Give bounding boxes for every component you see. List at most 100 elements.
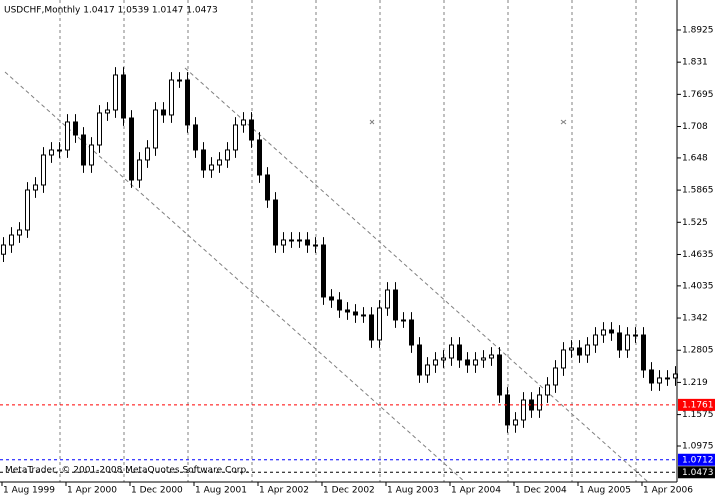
y-tick-label: 1.1575 [682, 410, 714, 420]
candle-body [585, 344, 590, 356]
candle-body [113, 74, 118, 111]
candle-body [473, 359, 478, 366]
y-tick-label: 1.219 [682, 378, 708, 388]
candle-body [121, 74, 126, 119]
candle-body [9, 234, 14, 246]
candle-body [193, 124, 198, 151]
candle-body [329, 296, 334, 301]
x-tick-label: 1 Aug 2001 [195, 486, 247, 496]
candle-body [489, 354, 494, 359]
candle-body [657, 377, 662, 384]
candle-body [169, 79, 174, 116]
candle-body [497, 354, 502, 396]
candle-body [89, 144, 94, 166]
candle-body [41, 154, 46, 186]
price-label: 1.1761 [682, 400, 714, 410]
candle-body [161, 109, 166, 116]
candle-body [361, 314, 366, 317]
candle-body [545, 384, 550, 396]
candle-body [601, 329, 606, 336]
candle-body [505, 394, 510, 426]
y-tick-label: 1.831 [682, 58, 708, 68]
candle-body [513, 419, 518, 426]
candle-body [665, 377, 670, 380]
candle-body [609, 329, 614, 334]
x-tick-label: 1 Dec 2000 [131, 486, 183, 496]
candle-body [49, 149, 54, 156]
candle-body [617, 332, 622, 351]
candle-body [465, 359, 470, 366]
trend-line [184, 67, 649, 483]
candle-body [393, 289, 398, 321]
candle-body [433, 359, 438, 366]
copyright: MetaTrader, © 2001-2008 MetaQuotes Softw… [5, 466, 249, 476]
candle-body [649, 369, 654, 384]
candle-body [153, 109, 158, 149]
candle-body [449, 344, 454, 359]
x-tick-label: 1 Aug 2005 [579, 486, 631, 496]
marker [560, 119, 567, 125]
candle-body [569, 347, 574, 351]
x-tick-label: 1 Dec 2004 [515, 486, 567, 496]
price-label: 1.0473 [682, 468, 714, 478]
candle-body [313, 244, 318, 247]
candles [1, 67, 678, 433]
y-tick-label: 1.2805 [682, 346, 714, 356]
x-tick-label: 1 Dec 2002 [323, 486, 375, 496]
candle-body [65, 121, 70, 151]
candle-body [1, 244, 6, 255]
y-tick-label: 1.4635 [682, 250, 714, 260]
candle-body [209, 164, 214, 171]
candle-body [385, 289, 390, 309]
candle-body [25, 189, 30, 231]
candle-body [137, 159, 142, 181]
candle-body [57, 149, 62, 152]
candle-body [97, 112, 102, 146]
y-tick-label: 1.0975 [682, 441, 714, 451]
y-tick-label: 1.5865 [682, 186, 714, 196]
price-label-box [678, 466, 715, 479]
candle-body [353, 311, 358, 316]
x-tick-label: 1 Aug 1999 [3, 486, 55, 496]
candle-body [241, 119, 246, 126]
y-tick-label: 1.708 [682, 122, 708, 132]
price-label: 1.0712 [682, 455, 714, 465]
candle-body [641, 334, 646, 371]
candle-body [105, 109, 110, 114]
candle-body [409, 319, 414, 346]
candle-body [289, 239, 294, 242]
candle-body [561, 349, 566, 369]
price-label-box [678, 398, 715, 411]
trend-line [4, 71, 466, 483]
candle-body [177, 79, 182, 82]
candle-body [337, 299, 342, 311]
candle-body [145, 147, 150, 161]
y-tick-label: 1.648 [682, 153, 708, 163]
candle-body [297, 239, 302, 242]
candle-body [81, 134, 86, 166]
candle-body [129, 117, 134, 181]
chart-title: USDCHF,Monthly 1.0417 1.0539 1.0147 1.04… [4, 6, 218, 16]
candle-body [321, 244, 326, 298]
candle-body [273, 199, 278, 246]
x-tick-label: 1 Aug 2003 [387, 486, 439, 496]
candle-body [305, 239, 310, 246]
candle-body [233, 124, 238, 151]
candle-body [281, 239, 286, 246]
candle-body [73, 121, 78, 136]
candle-body [265, 174, 270, 201]
candle-body [457, 344, 462, 361]
candle-body [33, 184, 38, 191]
y-tick-label: 1.4035 [682, 281, 714, 291]
candle-body [217, 159, 222, 166]
candle-body [369, 314, 374, 341]
candle-body [537, 394, 542, 411]
x-tick-label: 1 Apr 2004 [451, 486, 501, 496]
price-label-box [678, 453, 715, 466]
candle-body [249, 119, 254, 141]
candle-body [577, 347, 582, 356]
candle-body [17, 229, 22, 236]
candle-body [593, 334, 598, 346]
